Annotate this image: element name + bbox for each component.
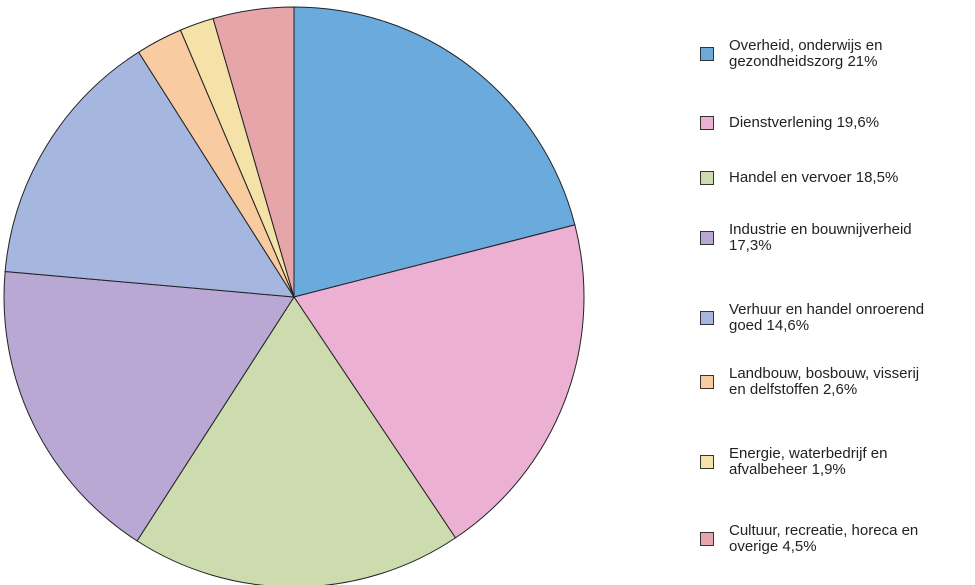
legend-label: Overheid, onderwijs en gezondheidszorg (729, 37, 883, 70)
legend-value: 1,9% (811, 461, 846, 478)
legend-swatch (700, 311, 714, 325)
legend-text: Industrie en bouwnijverheid 17,3% (729, 222, 934, 254)
legend-label: Verhuur en handel onroerend goed (729, 301, 925, 334)
pie-chart (3, 6, 585, 585)
legend-swatch (700, 455, 714, 469)
legend-value: 21% (847, 53, 878, 70)
legend-item: Cultuur, recreatie, horeca en overige 4,… (700, 523, 934, 555)
legend-text: Dienstverlening 19,6% (729, 115, 934, 131)
legend-text: Overheid, onderwijs en gezondheidszorg 2… (729, 38, 934, 70)
legend-text: Verhuur en handel onroerend goed 14,6% (729, 302, 934, 334)
legend-value: 19,6% (836, 114, 880, 131)
legend-value: 18,5% (855, 169, 899, 186)
legend-text: Energie, waterbedrijf en afvalbeheer 1,9… (729, 446, 934, 478)
legend-value: 4,5% (782, 538, 817, 555)
legend-value: 2,6% (822, 381, 858, 398)
legend-swatch (700, 231, 714, 245)
legend-swatch (700, 171, 714, 185)
legend-text: Landbouw, bosbouw, visserij en delfstoff… (729, 366, 934, 398)
legend-item: Industrie en bouwnijverheid 17,3% (700, 222, 934, 254)
pie-slice (293, 224, 585, 539)
pie-slice (4, 51, 295, 298)
legend-label: Landbouw, bosbouw, visserij en delfstoff… (729, 365, 920, 398)
legend-item: Verhuur en handel onroerend goed 14,6% (700, 302, 934, 334)
legend-swatch (700, 532, 714, 546)
legend-item: Energie, waterbedrijf en afvalbeheer 1,9… (700, 446, 934, 478)
legend-text: Cultuur, recreatie, horeca en overige 4,… (729, 523, 934, 555)
legend-item: Overheid, onderwijs en gezondheidszorg 2… (700, 38, 934, 70)
legend-swatch (700, 47, 714, 61)
pie-slice (3, 270, 295, 542)
legend-item: Handel en vervoer 18,5% (700, 170, 934, 186)
legend-label: Industrie en bouwnijverheid (729, 221, 912, 238)
pie-slice (212, 6, 295, 298)
legend-swatch (700, 375, 714, 389)
legend-text: Handel en vervoer 18,5% (729, 170, 934, 186)
pie-slice (293, 6, 576, 298)
legend-label: Dienstverlening (729, 114, 833, 131)
pie-slice (136, 296, 457, 585)
legend-value: 14,6% (766, 317, 810, 334)
legend-item: Dienstverlening 19,6% (700, 115, 934, 131)
legend-value: 17,3% (729, 237, 772, 254)
legend-swatch (700, 116, 714, 130)
legend-label: Cultuur, recreatie, horeca en overige (729, 522, 919, 555)
legend-label: Energie, waterbedrijf en afvalbeheer (729, 445, 888, 478)
legend-label: Handel en vervoer (729, 169, 852, 186)
legend-item: Landbouw, bosbouw, visserij en delfstoff… (700, 366, 934, 398)
